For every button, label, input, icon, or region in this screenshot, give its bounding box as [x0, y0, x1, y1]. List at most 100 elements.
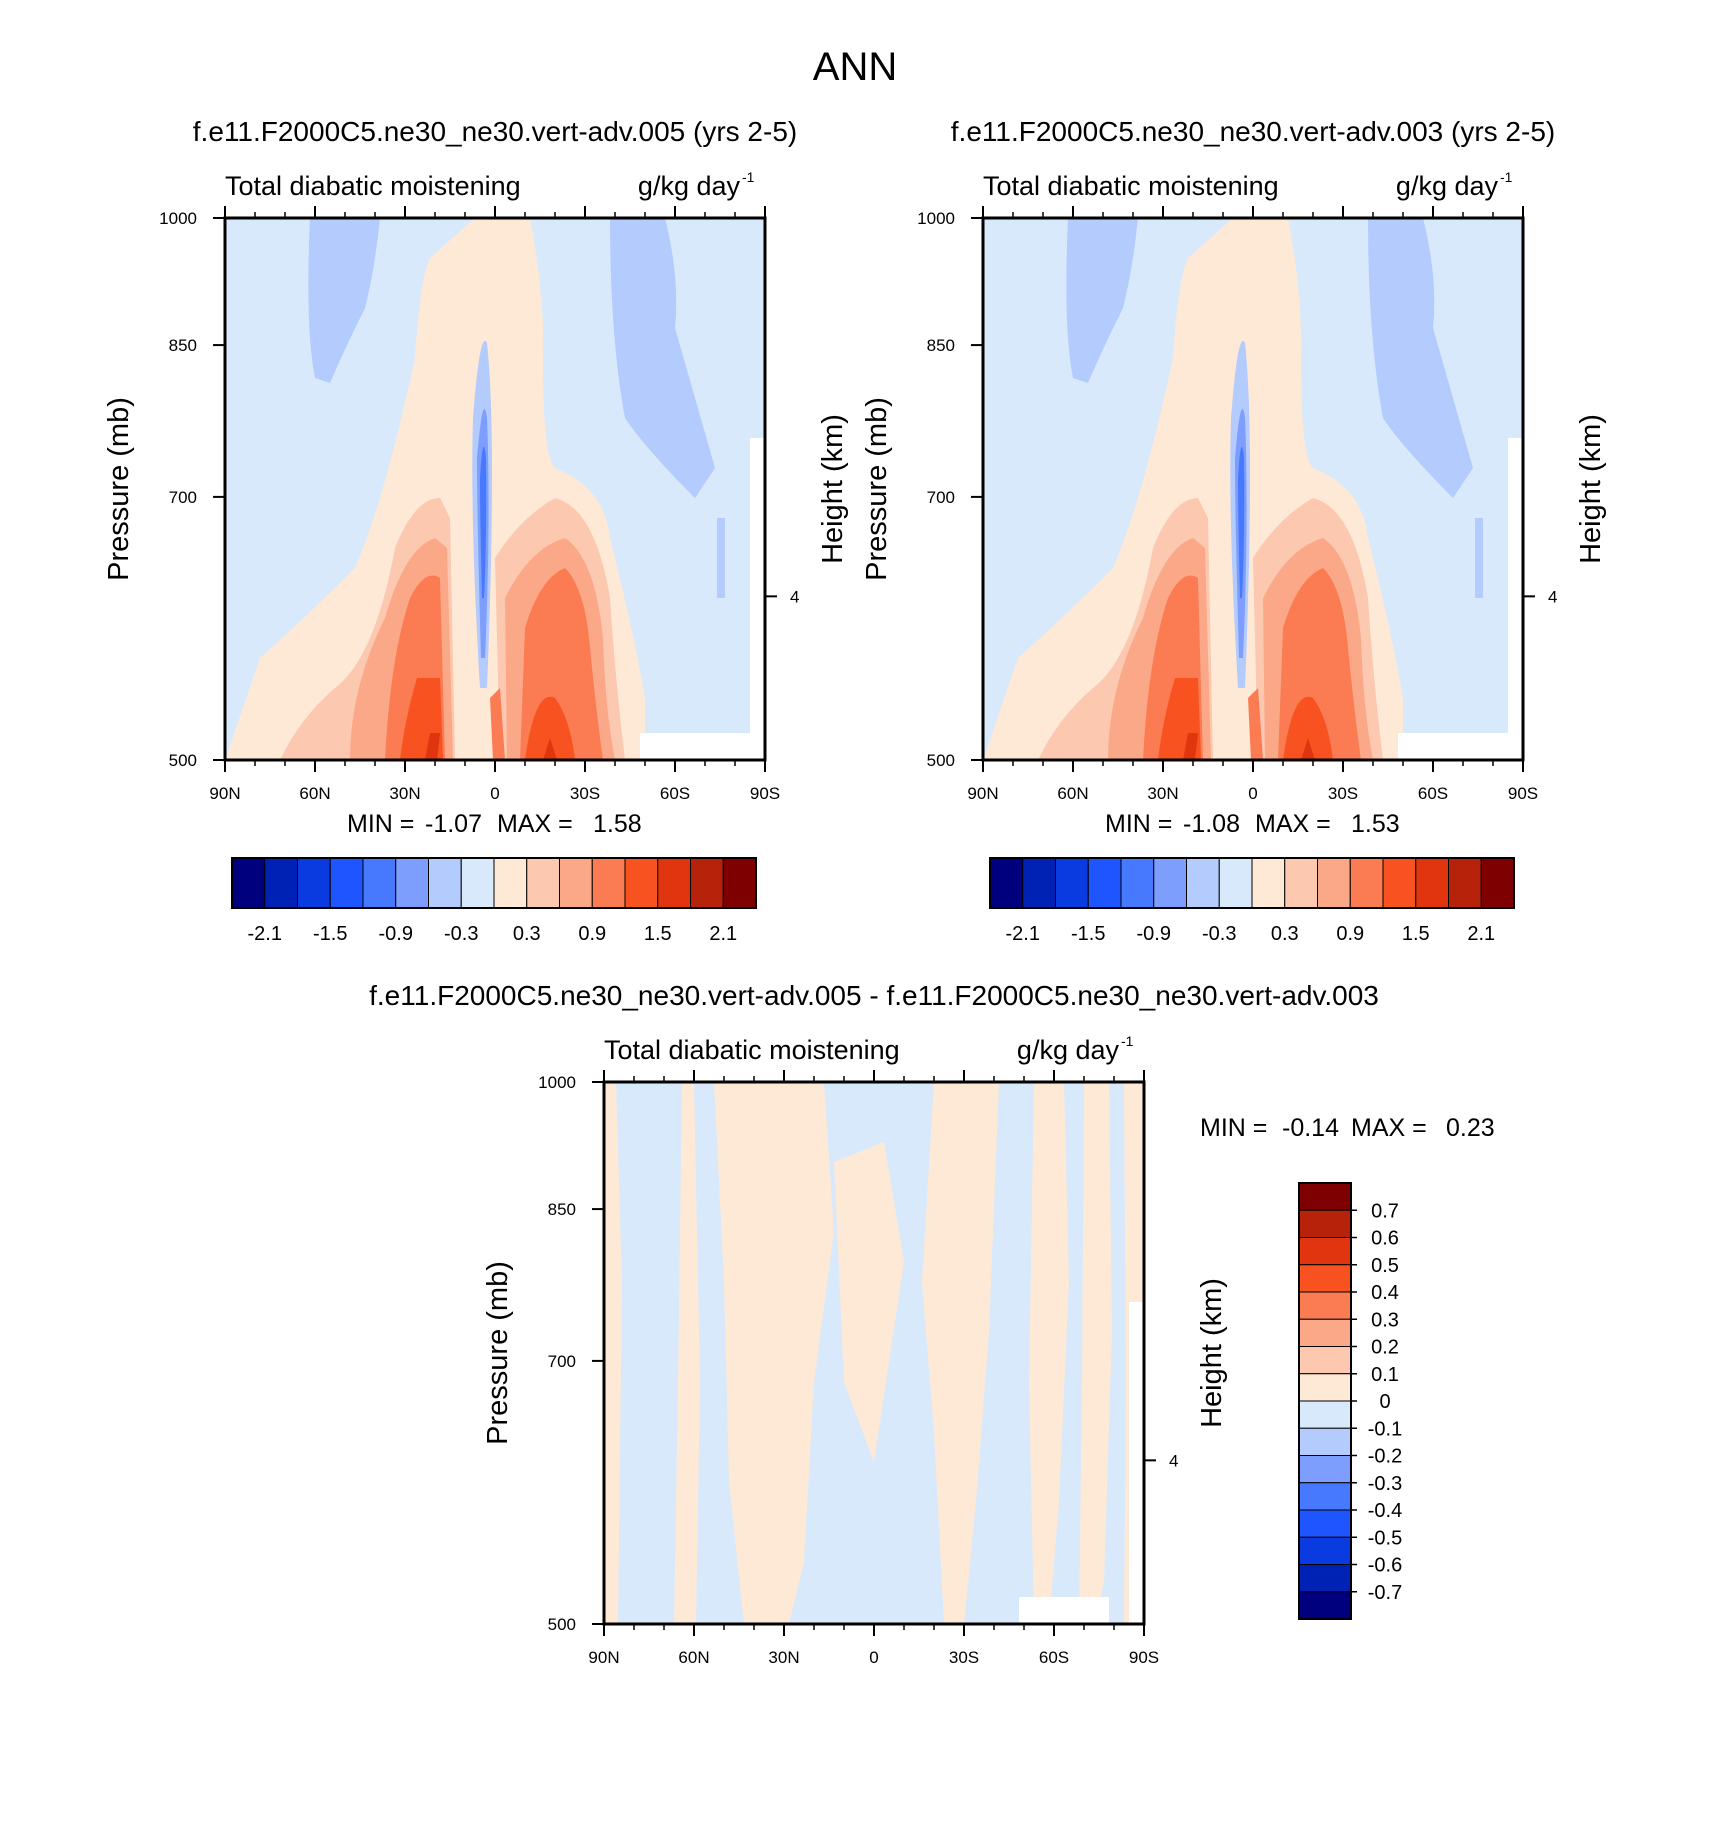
panel-2-title: f.e11.F2000C5.ne30_ne30.vert-adv.003 (yr…: [951, 116, 1555, 147]
x-tick-label: 60N: [678, 1648, 709, 1667]
x-tick-label: 90N: [967, 784, 998, 803]
colorbar-box: [1120, 857, 1155, 909]
panel-3-ylabel-right: Height (km): [1196, 1278, 1228, 1428]
colorbar-box: [1298, 1509, 1352, 1538]
colorbar-box: [690, 857, 724, 909]
x-tick-label: 60N: [1057, 784, 1088, 803]
colorbar-box: [1298, 1318, 1352, 1347]
x-tick-label: 0: [1248, 784, 1257, 803]
colorbar-box: [395, 857, 429, 909]
x-tick-label: 90N: [588, 1648, 619, 1667]
x-tick-label: 60S: [1039, 1648, 1069, 1667]
colorbar-label: 0.7: [1371, 1200, 1399, 1222]
panel-2-ylabel: Pressure (mb): [861, 397, 893, 581]
x-tick-label: 30N: [1147, 784, 1178, 803]
panel-3-colorbar: 0.7 0.6 0.5 0.4 0.3 0.2 0.1 0 -0.1 -0.2 -0.3 -0.4 -0…: [1298, 1182, 1402, 1620]
colorbar-box: [1298, 1536, 1352, 1565]
colorbar-label: -0.2: [1368, 1446, 1402, 1468]
panel-2-field: [983, 218, 1523, 760]
panel-1-max-label: MAX =: [497, 810, 573, 838]
colorbar-label: -0.3: [444, 923, 478, 945]
colorbar-box: [1382, 857, 1417, 909]
colorbar-label: -0.3: [1368, 1473, 1402, 1495]
x-tick-label: 60S: [1418, 784, 1448, 803]
panel-3-max-value: 0.23: [1446, 1114, 1495, 1142]
colorbar-label: -0.9: [1137, 923, 1171, 945]
colorbar-label: -1.5: [313, 923, 347, 945]
x-tick-label: 30S: [1328, 784, 1358, 803]
colorbar-box: [1415, 857, 1449, 909]
panel-3-title: f.e11.F2000C5.ne30_ne30.vert-adv.005 - f…: [369, 980, 1379, 1011]
colorbar-label: -2.1: [1006, 923, 1040, 945]
x-tick-label: 90N: [209, 784, 240, 803]
panel-2-units-exp: -1: [1500, 169, 1513, 185]
colorbar-label: -1.5: [1071, 923, 1105, 945]
colorbar-box: [1298, 1591, 1352, 1620]
colorbar-box: [1218, 857, 1253, 909]
colorbar-box: [526, 857, 560, 909]
figure-title: ANN: [813, 45, 897, 89]
colorbar-box: [362, 857, 397, 909]
colorbar-box: [493, 857, 528, 909]
colorbar-frame: [231, 857, 757, 909]
y-tick-label: 500: [927, 751, 955, 770]
panel-2-min-label: MIN =: [1105, 810, 1172, 838]
colorbar-box: [1298, 1237, 1352, 1266]
y-tick-label: 850: [927, 336, 955, 355]
y-tick-label: 850: [169, 336, 197, 355]
colorbar-label: 0: [1379, 1391, 1390, 1413]
colorbar-label: 0.3: [1271, 923, 1299, 945]
panel-3-min-value: -0.14: [1282, 1114, 1339, 1142]
colorbar-box: [722, 857, 757, 909]
panel-1-ylabel-right: Height (km): [817, 414, 849, 564]
panel-1: f.e11.F2000C5.ne30_ne30.vert-adv.005 (yr…: [103, 116, 849, 945]
panel-2-min-value: -1.08: [1183, 810, 1240, 838]
colorbar-label: -0.5: [1368, 1527, 1402, 1549]
y-right-tick-label: 4: [1169, 1451, 1178, 1470]
colorbar-box: [1087, 857, 1122, 909]
x-tick-label: 60N: [299, 784, 330, 803]
panel-3: f.e11.F2000C5.ne30_ne30.vert-adv.005 - f…: [369, 980, 1495, 1667]
panel-1-field: [225, 218, 765, 760]
colorbar-frame: [989, 857, 1515, 909]
y-tick-label: 700: [927, 488, 955, 507]
panel-2-max-value: 1.53: [1351, 810, 1400, 838]
colorbar-box: [1349, 857, 1384, 909]
y-tick-label: 500: [548, 1615, 576, 1634]
colorbar-label: -0.3: [1202, 923, 1236, 945]
colorbar-label: 0.3: [513, 923, 541, 945]
x-tick-label: 60S: [660, 784, 690, 803]
y-tick-label: 1000: [538, 1073, 576, 1092]
colorbar-box: [1298, 1346, 1352, 1375]
x-tick-label: 90S: [1129, 1648, 1159, 1667]
x-tick-label: 30N: [768, 1648, 799, 1667]
colorbar-label: 0.1: [1371, 1364, 1399, 1386]
colorbar-label: -0.6: [1368, 1555, 1402, 1577]
colorbar-box: [624, 857, 659, 909]
panel-1-colorbar: -2.1 -1.5 -0.9 -0.3 0.3 0.9 1.5 2.1: [231, 857, 757, 945]
colorbar-box: [329, 857, 364, 909]
y-right-tick-label: 4: [790, 587, 799, 606]
panel-3-subtitle: Total diabatic moistening: [604, 1035, 900, 1065]
colorbar-box: [1055, 857, 1089, 909]
colorbar-label: 2.1: [709, 923, 737, 945]
panel-1-units-exp: -1: [742, 169, 755, 185]
panel-2-ylabel-right: Height (km): [1575, 414, 1607, 564]
colorbar-label: 0.9: [578, 923, 606, 945]
y-right-tick-label: 4: [1548, 587, 1557, 606]
panel-3-max-label: MAX =: [1351, 1114, 1427, 1142]
panel-2-units: g/kg day: [1396, 171, 1499, 201]
colorbar-label: -0.7: [1368, 1582, 1402, 1604]
panel-3-field: [604, 1082, 1144, 1624]
panel-3-units: g/kg day: [1017, 1035, 1120, 1065]
colorbar-box: [1298, 1482, 1352, 1511]
panel-3-ylabel: Pressure (mb): [482, 1261, 514, 1445]
colorbar-box: [1298, 1373, 1352, 1402]
colorbar-label: -0.1: [1368, 1418, 1402, 1440]
panel-1-title: f.e11.F2000C5.ne30_ne30.vert-adv.005 (yr…: [193, 116, 797, 147]
colorbar-box: [1317, 857, 1351, 909]
colorbar-label: 0.3: [1371, 1309, 1399, 1331]
panel-1-ylabel: Pressure (mb): [103, 397, 135, 581]
colorbar-label: 0.6: [1371, 1228, 1399, 1250]
